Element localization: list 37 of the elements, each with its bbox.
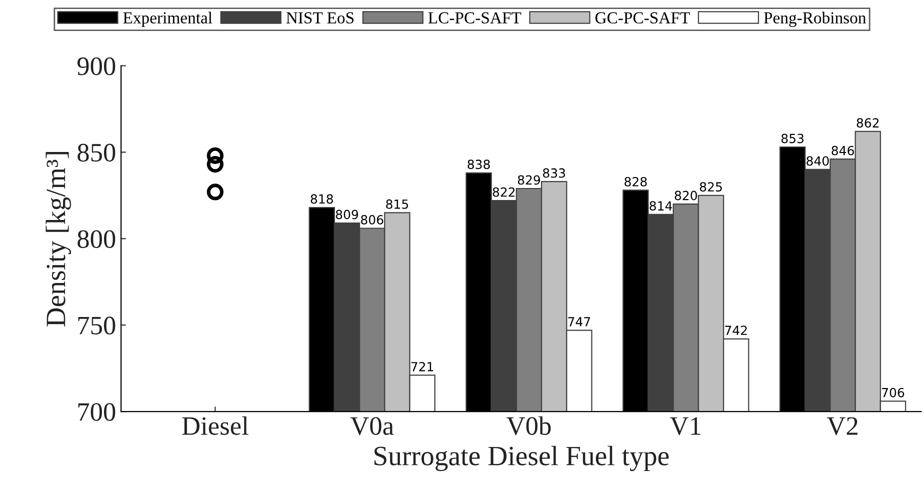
data-label: 862 [856, 118, 879, 128]
data-label: 815 [386, 199, 408, 209]
data-label: 820 [674, 190, 697, 200]
x-tick-label: V2 [826, 417, 858, 436]
data-label: 814 [650, 201, 672, 211]
data-label: 706 [882, 388, 904, 398]
data-label: 747 [568, 317, 590, 326]
legend-label: GC-PC-SAFT [595, 12, 690, 24]
y-tick-label: 700 [78, 403, 116, 421]
y-tick-label: 750 [78, 316, 116, 334]
data-label: 721 [411, 362, 434, 372]
data-label: 818 [310, 194, 333, 204]
legend-label: Experimental [123, 12, 212, 27]
x-tick-label: V1 [670, 417, 700, 436]
y-axis-title: Density [kg/m³] [46, 152, 72, 326]
x-tick-label: V0b [506, 416, 551, 436]
y-tick-label: 900 [77, 57, 116, 76]
data-label: 838 [468, 160, 490, 170]
x-tick-label: V0a [350, 417, 394, 436]
legend-label: LC-PC-SAFT [428, 12, 522, 24]
data-label: 825 [700, 182, 722, 192]
y-tick-label: 800 [78, 230, 116, 248]
legend-label: Peng-Robinson [764, 12, 866, 27]
legend-label: NIST EoS [286, 12, 354, 24]
x-tick-label: Diesel [182, 416, 248, 435]
data-label: 742 [725, 326, 747, 335]
x-axis-title: Surrogate Diesel Fuel type [374, 446, 669, 472]
data-label: 833 [543, 168, 566, 178]
data-label: 840 [806, 156, 829, 166]
data-label: 829 [518, 175, 540, 185]
data-label: 853 [781, 134, 804, 144]
data-label: 822 [492, 187, 515, 197]
data-label: 809 [336, 210, 358, 220]
data-label: 806 [361, 214, 384, 224]
data-label: 846 [832, 146, 854, 156]
y-tick-label: 850 [78, 144, 116, 162]
data-label: 828 [624, 176, 647, 186]
